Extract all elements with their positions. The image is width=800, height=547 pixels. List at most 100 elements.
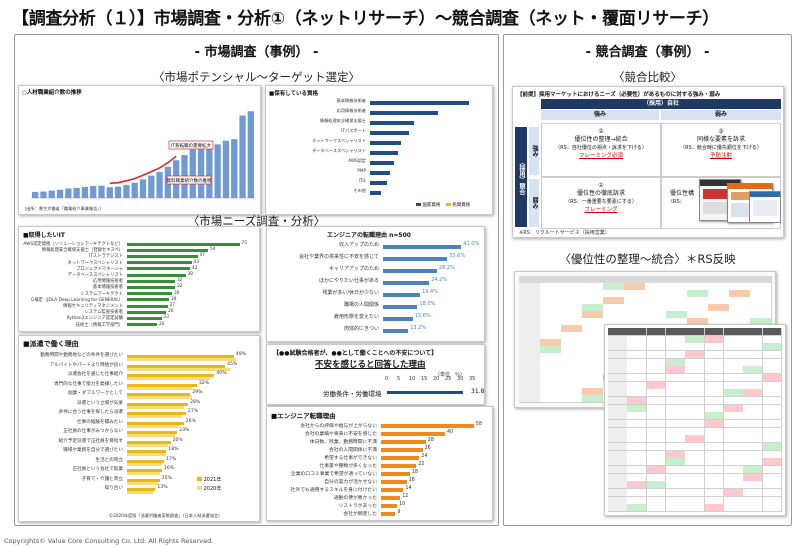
bar-label: システム監査技術者	[84, 310, 123, 316]
quadrant-note: （RS：一番重要な要素にする）	[565, 199, 637, 205]
table-cell	[646, 381, 667, 390]
company-weakness-header: 弱み	[661, 110, 781, 120]
legend-label: 民間資格	[452, 203, 471, 208]
column-bar	[206, 145, 213, 198]
bar-value: 28	[171, 296, 177, 302]
bar-row: システムアーキテクト 30	[19, 291, 259, 297]
bar-label: 希望する仕事ができない	[324, 456, 377, 461]
bar-secondary	[127, 424, 180, 428]
bar-row: 技術士（情報工学部門） 20	[19, 322, 259, 328]
bar-row: 自分の実力が活かせない 16	[267, 478, 492, 486]
chart-title: ■取得したいIT	[23, 232, 65, 239]
callout-box: IT系転職の需要拡大	[168, 140, 214, 150]
bar-label: 基本情報技術者	[336, 98, 366, 103]
column-bar	[56, 189, 64, 198]
column-bar	[131, 182, 138, 198]
table-cell	[646, 496, 667, 505]
competitor-side-header: （採用）競合	[515, 127, 527, 227]
table-cell	[646, 443, 667, 452]
quadrant-2: ② 優位性の整理→統合 （RS：自社優位の視点・訴求を下げる） フレーミング必須	[541, 123, 661, 177]
table-cell	[762, 404, 783, 413]
bar-value: 43	[193, 259, 199, 265]
bar-row: 会社の業績や将来に不安を感じた 40	[267, 430, 492, 438]
bar	[127, 292, 172, 296]
column-bar	[189, 149, 196, 198]
bar-row: 基本情報技術者 32	[19, 284, 259, 290]
bar-value: 20	[159, 321, 165, 327]
table-cell	[762, 450, 783, 459]
bar-row: 通勤の便が悪かった 12	[267, 494, 492, 502]
bar-row: 肉体的にきつい 13.2%	[267, 325, 484, 337]
bar-value: 28	[427, 438, 434, 443]
bar-row: ITIL	[266, 178, 492, 188]
bar	[127, 279, 175, 283]
bar-secondary	[127, 367, 230, 371]
bar-label: 会社や業界の将来性に不安を感じて	[298, 254, 379, 260]
table-cell	[704, 397, 725, 406]
bar-row: 子育て・介護と両立 15%	[19, 476, 259, 486]
bar-label: 紹介予定派遣で正社員を目指す	[58, 438, 123, 444]
bar-secondary	[127, 481, 158, 485]
bar-row: 希望する仕事ができない 24	[267, 454, 492, 462]
bar-value: 22	[418, 462, 425, 467]
table-cell	[608, 504, 628, 513]
column-bar	[32, 191, 39, 198]
bar-secondary	[127, 434, 175, 438]
bar	[127, 254, 198, 259]
table-cell	[704, 343, 725, 352]
bar-label: システムアーキテクト	[80, 291, 123, 297]
market-research-panel: - 市場調査（事例） - 〈市場ポテンシャル～ターゲット選定〉 〈市場ニーズ調査…	[14, 34, 499, 526]
axis-tick: 25	[445, 376, 452, 382]
bar-label: AWS認定資格（ソリューションアーキテクトなど）	[23, 242, 123, 247]
bar	[383, 317, 413, 321]
bar-value: 54	[210, 247, 216, 253]
bar-row: 体日数、残業、勤務時間に不満 28	[267, 438, 492, 446]
table-cell	[646, 481, 667, 490]
chart-heading: 不安を感じると回答した理由	[315, 360, 426, 370]
bar-row: データベーススペシャリスト 39	[19, 272, 259, 278]
table-cell	[561, 395, 583, 403]
bar-label: プロジェクトマネージャ	[76, 266, 123, 272]
bar	[383, 257, 448, 261]
bar-secondary	[127, 415, 182, 419]
market-research-heading: - 市場調査（事例） -	[194, 45, 319, 60]
matrix-footnote: ※RS：リクルートサービス（採用営業）	[519, 230, 610, 236]
bar	[383, 293, 421, 297]
bar	[127, 267, 190, 271]
table-cell	[646, 374, 667, 383]
bar-value: 23	[163, 315, 169, 321]
table-cell	[704, 427, 725, 436]
table-cell	[704, 443, 725, 452]
bar	[381, 480, 407, 484]
table-cell	[762, 435, 783, 444]
bar-label: 条件に合う仕事を探したら派遣	[58, 410, 123, 415]
table-cell	[646, 458, 667, 467]
bar-row: リストラがあった 10	[267, 502, 492, 510]
axis-tick: 35	[469, 376, 476, 382]
dispatch-work-reasons-chart: ■派遣で働く理由 勤務時間や勤務地などの条件を選びたい 49% アルバイトやパートよ…	[18, 335, 260, 522]
bar-value: 58	[475, 422, 482, 427]
column-bar	[239, 115, 246, 198]
bar-label: 基本情報技術者	[92, 285, 123, 291]
bar-row: ITストラテジスト 47	[19, 253, 259, 259]
engineer-job-change-reasons-chart: エンジニアの転職理由 n=500 収入アップのため 41.0% 会社や業界の将来性に…	[266, 226, 485, 342]
bar	[127, 402, 189, 406]
competitor-weakness-header: 弱み	[529, 179, 539, 227]
bar-label: 肉体的にきつい	[343, 326, 379, 332]
table-cell	[762, 381, 783, 390]
bar-row: ネットワークスペシャリスト 43	[19, 260, 259, 266]
bar-row: 職場や業務を自分で選びたい 18%	[19, 447, 259, 457]
bar	[370, 121, 414, 125]
bar-label: キャリアアップのため	[328, 266, 379, 272]
bar-label: 収入アップのため	[338, 242, 379, 248]
bar-value: 49%	[235, 352, 247, 357]
table-cell	[762, 351, 783, 360]
bar-value: 32	[177, 278, 183, 284]
table-cell	[704, 366, 725, 375]
quadrant-emphasis: 予防注射	[709, 153, 732, 159]
table-cell	[704, 335, 725, 344]
bar-label: 仕事量や種類が多くなった	[319, 464, 377, 469]
bar-row: 派遣という立場が気楽 28%	[19, 400, 259, 410]
quadrant-emphasis: フレーミング	[584, 207, 618, 213]
quadrant-note: （RS：	[668, 199, 685, 205]
